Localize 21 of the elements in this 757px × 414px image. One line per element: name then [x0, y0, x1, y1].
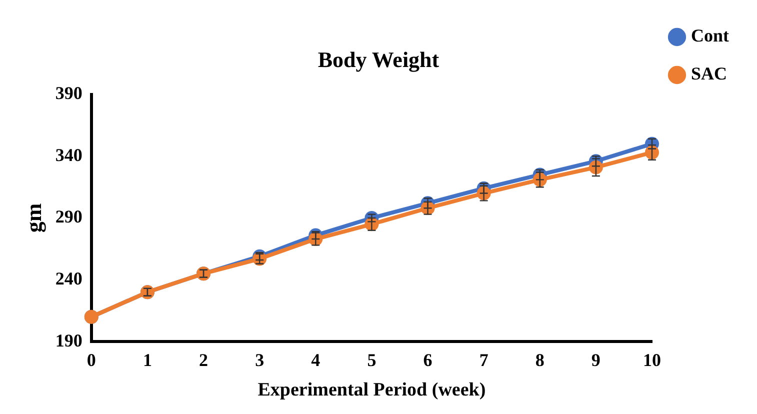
chart-title: Body Weight [318, 46, 440, 72]
x-tick-label: 1 [142, 350, 152, 370]
x-tick-label: 10 [642, 350, 661, 370]
y-tick-label: 290 [55, 206, 82, 227]
x-tick-label: 9 [591, 350, 600, 370]
x-tick-label: 6 [423, 350, 432, 370]
x-tick-label: 7 [479, 350, 488, 370]
y-tick-label: 240 [55, 268, 82, 288]
y-axis-title: gm [20, 203, 46, 233]
x-tick-label: 4 [311, 350, 320, 370]
legend-label: Cont [690, 26, 730, 46]
legend-label: SAC [690, 64, 728, 84]
x-tick-label: 3 [255, 350, 264, 370]
y-tick-label: 190 [55, 330, 82, 350]
y-tick-label: 340 [55, 144, 82, 165]
x-tick-label: 8 [535, 350, 544, 370]
y-tick-label: 390 [55, 83, 82, 104]
x-tick-label: 0 [86, 350, 96, 370]
x-tick-label: 2 [199, 350, 208, 370]
x-axis-title: Experimental Period (week) [258, 380, 486, 401]
x-tick-label: 5 [367, 350, 376, 370]
